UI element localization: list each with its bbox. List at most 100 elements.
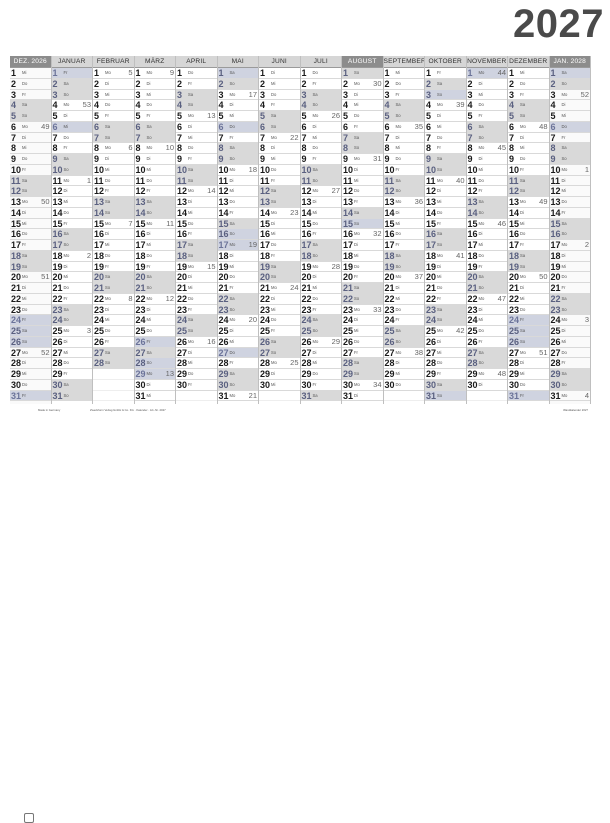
- day-number: 21: [343, 283, 354, 293]
- day-number: 11: [467, 175, 478, 186]
- day-cell: 22 Mi: [508, 294, 549, 305]
- day-number: 7: [260, 132, 266, 143]
- day-number: 25: [52, 326, 63, 336]
- day-cell: 15 Mo 7: [93, 219, 134, 230]
- day-cell: 4 Do: [466, 100, 507, 111]
- day-number: 1: [509, 68, 515, 78]
- weekday-label: Mi: [395, 220, 400, 226]
- day-cell: 29 So: [342, 369, 383, 380]
- weekday-label: Mo: [437, 328, 443, 333]
- day-number: 22: [177, 293, 188, 304]
- day-cell: 14 Di: [508, 208, 549, 219]
- weekday-label: Sa: [105, 123, 111, 129]
- weekday-label: Mi: [229, 188, 234, 194]
- day-number: 26: [301, 336, 312, 347]
- day-number: 21: [177, 283, 188, 293]
- day-cell: 1 So: [342, 68, 383, 79]
- month-header: JUNI: [259, 56, 300, 68]
- day-cell: 10 Fr: [383, 165, 424, 176]
- weekday-label: Di: [478, 156, 483, 161]
- day-cell: 2 Fr: [176, 79, 217, 90]
- day-number: 26: [11, 336, 22, 347]
- weekday-label: Mo: [63, 102, 70, 108]
- weekday-label: Mo: [312, 188, 319, 194]
- day-cell: 12 So: [10, 186, 51, 197]
- day-number: 5: [301, 111, 307, 121]
- day-number: 7: [218, 132, 224, 143]
- day-number: 7: [11, 132, 17, 143]
- day-cell: 22 Sa: [217, 293, 258, 305]
- weekday-label: Sa: [312, 242, 318, 247]
- day-cell: 8 Mo 6: [93, 143, 134, 154]
- day-number: 28: [11, 358, 22, 369]
- weekday-label: So: [63, 91, 69, 97]
- day-cell: 2 Mo 30: [342, 79, 383, 90]
- weekday-label: Di: [354, 166, 358, 172]
- day-cell: 30 Mo 34: [342, 380, 383, 391]
- day-cell: 1 Mi: [383, 68, 424, 79]
- weekday-label: Mo: [478, 220, 485, 226]
- weekday-label: Do: [395, 156, 401, 161]
- day-number: 12: [260, 186, 271, 197]
- weekday-label: Sa: [229, 295, 235, 301]
- day-cell: 31 So: [51, 390, 92, 402]
- weekday-label: Mo: [395, 123, 402, 129]
- weekday-label: Do: [188, 145, 194, 151]
- day-number: 3: [218, 89, 224, 100]
- week-number: 37: [414, 272, 423, 282]
- weekday-label: Mo: [561, 91, 568, 97]
- day-cell: 8 Mo 10: [134, 143, 175, 154]
- day-number: 6: [343, 121, 349, 132]
- day-number: 18: [218, 250, 229, 261]
- day-cell: 5 Mo 26: [300, 111, 341, 122]
- day-number: 19: [94, 261, 105, 272]
- day-cell: 19 Mi: [549, 262, 590, 273]
- day-cell: 12 Fr: [93, 186, 134, 197]
- day-cell: 15 Fr: [425, 219, 466, 230]
- day-number: 23: [550, 304, 561, 315]
- day-cell: 13 Sa: [93, 197, 134, 208]
- day-cell: 10 So: [425, 164, 466, 176]
- day-cell: 16 Do: [508, 229, 549, 240]
- day-cell: 20 Sa: [93, 272, 134, 283]
- weekday-label: Sa: [105, 199, 111, 204]
- weekday-label: Fr: [146, 188, 151, 194]
- day-number: 26: [260, 336, 271, 347]
- day-number: 19: [177, 261, 188, 272]
- day-number: 25: [94, 326, 105, 336]
- day-number: 2: [550, 78, 556, 89]
- weekday-label: Mi: [478, 242, 483, 247]
- day-cell: 1 Mo 5: [93, 68, 134, 79]
- day-cell: 22 Mi: [383, 294, 424, 305]
- day-cell: 7 Mi: [176, 133, 217, 144]
- weekday-label: Di: [478, 306, 483, 312]
- weekday-label: Di: [354, 91, 358, 97]
- day-number: 6: [260, 121, 266, 132]
- day-number: 19: [52, 261, 63, 272]
- day-cell: 18 Sa: [383, 250, 424, 262]
- weekday-label: Mi: [22, 220, 27, 226]
- weekday-label: So: [354, 295, 360, 301]
- weekday-label: Sa: [561, 70, 567, 75]
- weekday-label: Fr: [105, 188, 109, 194]
- week-number: 50: [539, 272, 548, 282]
- day-number: 19: [467, 261, 478, 272]
- day-number: 14: [550, 207, 561, 218]
- day-cell: 20 Sa: [466, 272, 507, 283]
- weekday-label: Mo: [312, 113, 319, 118]
- week-number: 9: [169, 68, 174, 77]
- day-cell: 24 Mi: [466, 315, 507, 326]
- weekday-label: Sa: [354, 360, 360, 366]
- weekday-label: Di: [271, 295, 275, 301]
- day-cell: 21 So: [466, 283, 507, 294]
- day-number: 3: [260, 89, 266, 100]
- day-cell: 19 Mi: [217, 262, 258, 273]
- day-cell: 11 Mo 1: [51, 176, 92, 187]
- day-cell: 11 Mo 40: [425, 176, 466, 187]
- day-cell: 1 Sa: [217, 68, 258, 79]
- day-cell: 25 Do: [134, 326, 175, 337]
- day-cell: 13 Sa: [134, 197, 175, 208]
- weekday-label: Do: [271, 166, 277, 172]
- day-number: 5: [218, 111, 224, 121]
- day-number: 27: [550, 347, 561, 358]
